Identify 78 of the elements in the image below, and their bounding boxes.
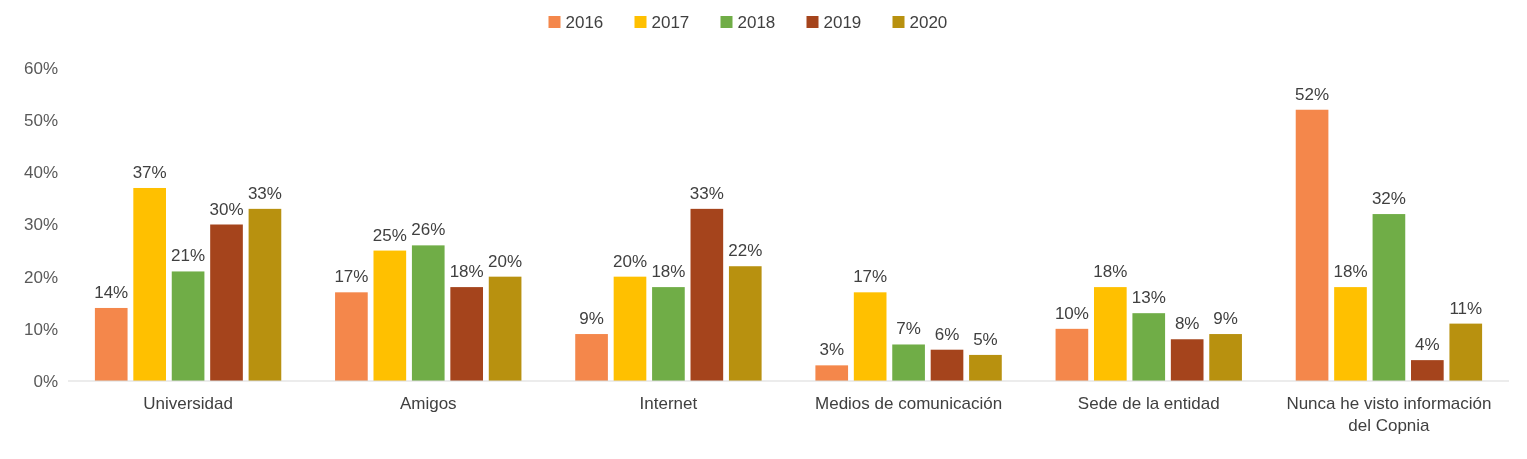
bar bbox=[853, 292, 887, 381]
bar bbox=[575, 334, 608, 381]
data-label: 13% bbox=[1131, 288, 1166, 308]
x-tick-label: Amigos bbox=[399, 394, 457, 413]
bar bbox=[1411, 360, 1444, 381]
data-label: 3% bbox=[819, 340, 845, 360]
data-label: 10% bbox=[1054, 303, 1089, 323]
x-tick-label: Nunca he visto información del Copnia bbox=[1286, 394, 1492, 435]
bar bbox=[248, 208, 282, 381]
data-label: 20% bbox=[612, 251, 648, 271]
bar bbox=[892, 344, 925, 381]
legend-label: 2017 bbox=[651, 12, 690, 32]
bar bbox=[1055, 328, 1089, 381]
bar bbox=[411, 245, 445, 381]
data-label: 5% bbox=[973, 329, 998, 349]
data-label: 52% bbox=[1295, 84, 1330, 104]
legend-label: 2020 bbox=[909, 12, 948, 32]
data-label: 8% bbox=[1174, 314, 1200, 334]
data-label: 7% bbox=[896, 319, 921, 339]
bar bbox=[1295, 109, 1329, 381]
x-tick-label: Medios de comunicación bbox=[815, 394, 1003, 413]
bar bbox=[690, 208, 724, 381]
data-label: 20% bbox=[488, 251, 523, 271]
data-label: 25% bbox=[372, 225, 407, 245]
data-label: 14% bbox=[94, 282, 129, 302]
data-label: 18% bbox=[449, 262, 484, 282]
data-label: 21% bbox=[171, 246, 206, 266]
legend-label: 2018 bbox=[737, 12, 776, 32]
y-tick-label: 20% bbox=[23, 267, 58, 287]
data-label: 18% bbox=[651, 262, 686, 282]
data-label: 37% bbox=[132, 162, 167, 182]
legend-label: 2016 bbox=[565, 12, 604, 32]
data-label: 22% bbox=[728, 241, 763, 261]
data-label: 9% bbox=[1213, 309, 1238, 329]
bar bbox=[728, 266, 762, 381]
data-label: 33% bbox=[689, 183, 724, 203]
bar bbox=[1334, 287, 1367, 381]
bar bbox=[488, 276, 522, 381]
data-label: 11% bbox=[1449, 298, 1483, 318]
data-label: 9% bbox=[579, 309, 604, 329]
y-tick-label: 30% bbox=[23, 215, 58, 235]
bar bbox=[335, 292, 368, 381]
bar bbox=[613, 276, 647, 381]
bar bbox=[1449, 323, 1483, 381]
data-label: 26% bbox=[411, 220, 446, 240]
bar bbox=[1209, 334, 1242, 381]
data-label: 30% bbox=[209, 199, 244, 219]
bar bbox=[1132, 313, 1166, 381]
bar bbox=[373, 250, 407, 381]
x-tick-label: Sede de la entidad bbox=[1077, 394, 1220, 413]
x-tick-label: Internet bbox=[639, 394, 698, 413]
bar bbox=[94, 307, 128, 381]
bar bbox=[652, 287, 685, 381]
bar bbox=[930, 349, 964, 381]
bar bbox=[450, 287, 484, 381]
data-label: 4% bbox=[1415, 335, 1440, 355]
data-label: 6% bbox=[934, 324, 960, 344]
bar bbox=[1372, 214, 1406, 381]
legend-label: 2019 bbox=[823, 12, 862, 32]
y-tick-label: 60% bbox=[23, 58, 58, 78]
bar bbox=[1170, 339, 1204, 381]
y-tick-label: 40% bbox=[23, 163, 58, 183]
bar bbox=[171, 271, 205, 381]
bar bbox=[969, 354, 1002, 381]
bar bbox=[133, 187, 166, 381]
data-label: 18% bbox=[1333, 262, 1368, 282]
bar bbox=[815, 365, 849, 381]
y-tick-label: 50% bbox=[23, 111, 58, 131]
y-tick-label: 10% bbox=[23, 319, 58, 339]
data-label: 18% bbox=[1093, 262, 1128, 282]
bar bbox=[210, 224, 243, 381]
data-label: 17% bbox=[334, 267, 369, 287]
data-label: 33% bbox=[247, 183, 282, 203]
data-label: 32% bbox=[1371, 189, 1406, 209]
x-tick-label: Universidad bbox=[143, 394, 233, 413]
data-label: 17% bbox=[853, 267, 888, 287]
y-tick-label: 0% bbox=[33, 371, 58, 391]
bar bbox=[1093, 287, 1127, 381]
